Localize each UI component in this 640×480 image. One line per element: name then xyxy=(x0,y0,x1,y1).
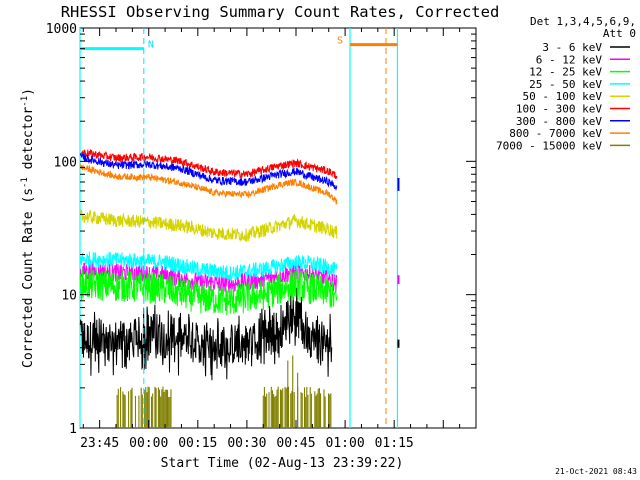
legend-header-0: Det 1,3,4,5,6,9, xyxy=(530,15,636,28)
legend-header-1: Att 0 xyxy=(603,27,636,40)
legend-label-1: 6 - 12 keV xyxy=(536,53,603,66)
x-tick-label: 00:15 xyxy=(178,436,217,451)
gap-lines xyxy=(79,28,399,428)
legend-label-5: 100 - 300 keV xyxy=(516,103,602,116)
x-axis-label: Start Time (02-Aug-13 23:39:22) xyxy=(161,456,404,471)
series-line-6 xyxy=(79,153,338,191)
series-line-1 xyxy=(79,262,338,295)
legend-label-6: 300 - 800 keV xyxy=(516,115,602,128)
legend-label-7: 800 - 7000 keV xyxy=(509,127,602,140)
series-layer xyxy=(79,149,338,428)
y-tick-label: 1000 xyxy=(46,22,77,37)
x-tick-label: 23:45 xyxy=(80,436,119,451)
x-tick-label: 00:00 xyxy=(129,436,168,451)
marker-label-s: S xyxy=(337,36,343,47)
legend-label-8: 7000 - 15000 keV xyxy=(496,139,602,152)
series-line-7 xyxy=(79,163,338,205)
x-tick-label: 00:45 xyxy=(276,436,315,451)
legend-label-0: 3 - 6 keV xyxy=(542,41,602,54)
y-tick-label: 100 xyxy=(54,155,77,170)
series-line-5 xyxy=(79,149,338,179)
footer-date: 21-Oct-2021 08:43 xyxy=(555,467,637,476)
x-tick-label: 01:00 xyxy=(326,436,365,451)
marker-label-n: N xyxy=(148,40,154,51)
series-line-2 xyxy=(79,268,338,316)
legend-label-3: 25 - 50 keV xyxy=(529,78,602,91)
y-tick-label: 1 xyxy=(69,422,77,437)
x-tick-label: 00:30 xyxy=(227,436,266,451)
series-line-4 xyxy=(79,209,338,243)
series-line-0 xyxy=(79,287,333,381)
legend-label-4: 50 - 100 keV xyxy=(523,90,603,103)
x-tick-label: 01:15 xyxy=(375,436,414,451)
series-line-3 xyxy=(79,251,338,282)
axis-layer: 1 10 100 1000 23:45 00:00 00:15 00:30 00:45 01:00… xyxy=(46,22,477,451)
y-tick-label: 10 xyxy=(61,289,77,304)
chart-title: RHESSI Observing Summary Count Rates, Co… xyxy=(61,3,500,21)
plot-area xyxy=(79,27,477,429)
legend-label-2: 12 - 25 keV xyxy=(529,66,602,79)
y-axis-label: Corrected Count Rate (s-1 detector-1) xyxy=(20,88,36,368)
